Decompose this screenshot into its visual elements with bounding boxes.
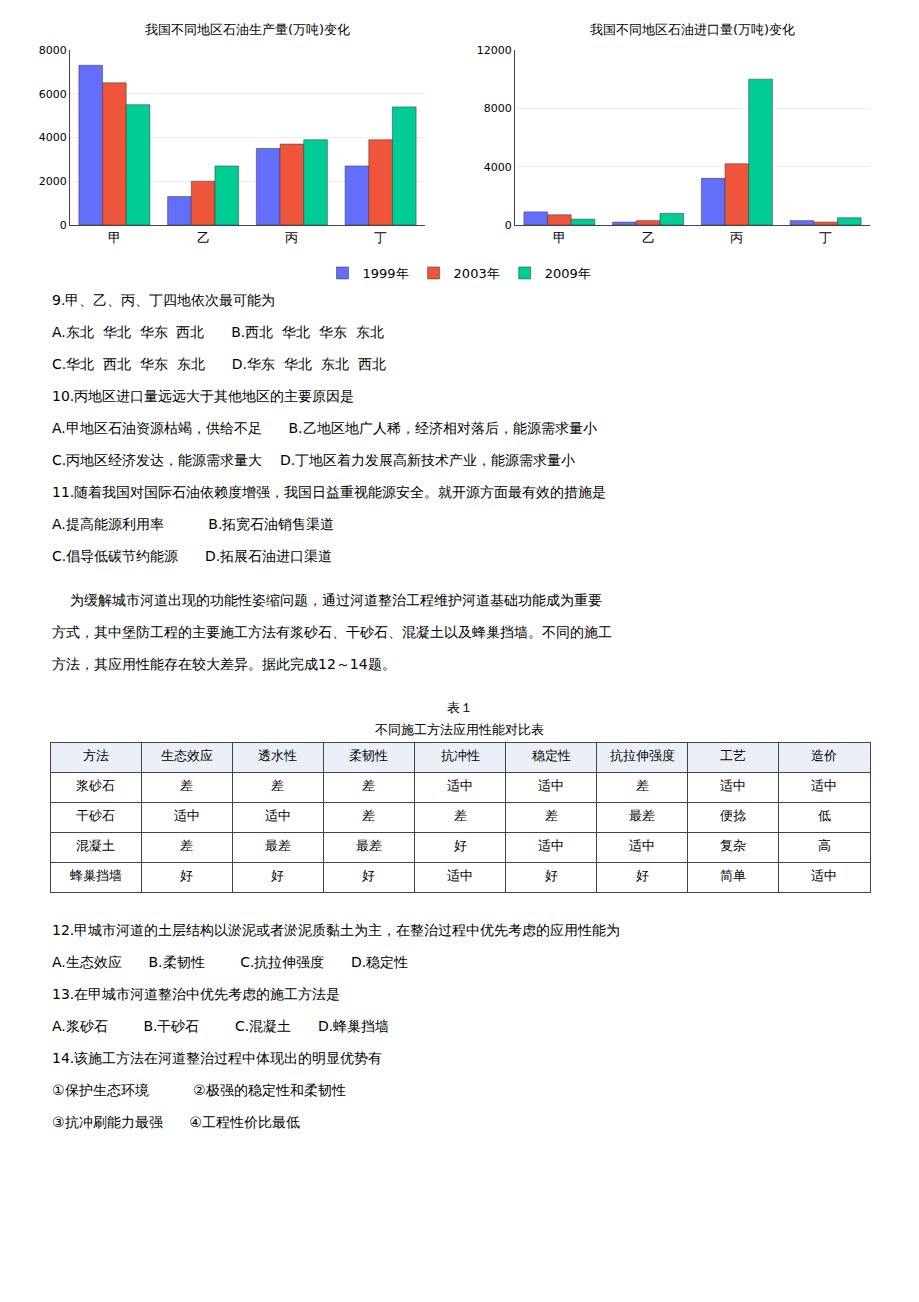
svg-text:我国不同地区石油进口量(万吨)变化: 我国不同地区石油进口量(万吨)变化	[590, 22, 795, 37]
svg-text:方法: 方法	[83, 748, 109, 763]
svg-text:便捻: 便捻	[720, 808, 746, 823]
svg-text:最差: 最差	[356, 838, 382, 853]
svg-text:13.在甲城市河道整治中优先考虑的施工方法是: 13.在甲城市河道整治中优先考虑的施工方法是	[52, 986, 340, 1002]
svg-text:乙: 乙	[197, 230, 210, 245]
svg-text:我国不同地区石油生产量(万吨)变化: 我国不同地区石油生产量(万吨)变化	[145, 22, 350, 37]
svg-text:浆砂石: 浆砂石	[76, 778, 115, 793]
svg-text:8000: 8000	[39, 44, 67, 57]
svg-text:最差: 最差	[265, 838, 291, 853]
svg-text:为缓解城市河道出现的功能性姿缩问题，通过河道整治工程维护河道: 为缓解城市河道出现的功能性姿缩问题，通过河道整治工程维护河道基础功能成为重要	[52, 592, 602, 608]
svg-text:好: 好	[271, 868, 284, 883]
svg-text:A.东北 华北 华东 西北 B.西北 华北: A.东北 华北 华东 西北 B.西北 华北 华东 东北	[52, 324, 384, 340]
svg-text:差: 差	[180, 838, 193, 853]
svg-text:差: 差	[362, 778, 375, 793]
svg-text:适中: 适中	[174, 808, 200, 823]
svg-text:高: 高	[818, 838, 831, 853]
svg-text:10.丙地区进口量远远大于其他地区的主要原因是: 10.丙地区进口量远远大于其他地区的主要原因是	[52, 388, 354, 404]
svg-text:适中: 适中	[447, 778, 473, 793]
svg-text:最差: 最差	[629, 808, 655, 823]
svg-text:适中: 适中	[811, 778, 837, 793]
svg-text:工艺: 工艺	[720, 748, 746, 763]
svg-text:甲: 甲	[553, 230, 566, 245]
svg-text:适中: 适中	[811, 868, 837, 883]
svg-text:适中: 适中	[629, 838, 655, 853]
svg-text:干砂石: 干砂石	[76, 808, 115, 823]
svg-text:③抗冲刷能力最强 ④工程性价比最低: ③抗冲刷能力最强 ④工程性价比最低	[52, 1114, 300, 1130]
svg-text:好: 好	[362, 868, 375, 883]
svg-text:A.生态效应 B.柔韧性 C.抗拉伸: A.生态效应 B.柔韧性 C.抗拉伸强度 D.稳定性	[52, 954, 408, 970]
svg-text:丁: 丁	[374, 230, 387, 245]
svg-text:差: 差	[454, 808, 467, 823]
svg-text:2009年: 2009年	[545, 266, 591, 281]
svg-text:14.该施工方法在河道整治过程中体现出的明显优势有: 14.该施工方法在河道整治过程中体现出的明显优势有	[52, 1050, 382, 1066]
svg-text:表１: 表１	[447, 700, 473, 715]
svg-text:A.提高能源利用率 B.拓宽石油销售渠道: A.提高能源利用率 B.拓宽石油销售渠道	[52, 516, 334, 532]
svg-text:差: 差	[636, 778, 649, 793]
svg-text:8000: 8000	[484, 102, 512, 115]
svg-text:混凝土: 混凝土	[76, 838, 115, 853]
svg-text:抗冲性: 抗冲性	[441, 748, 480, 763]
svg-text:抗拉伸强度: 抗拉伸强度	[610, 748, 675, 763]
svg-text:6000: 6000	[39, 88, 67, 101]
svg-text:适中: 适中	[720, 778, 746, 793]
svg-text:A.浆砂石 B.干砂石 C.混凝: A.浆砂石 B.干砂石 C.混凝土 D.蜂巢挡墙	[52, 1018, 389, 1034]
svg-text:①保护生态环境 ②极强的稳定性和柔韧性: ①保护生态环境 ②极强的稳定性和柔韧性	[52, 1082, 346, 1098]
svg-text:4000: 4000	[484, 161, 512, 174]
svg-text:不同施工方法应用性能对比表: 不同施工方法应用性能对比表	[375, 722, 544, 737]
svg-text:C.丙地区经济发达，能源需求量大 D.丁地区着力发展高: C.丙地区经济发达，能源需求量大 D.丁地区着力发展高新技术产业，能源需求量小	[52, 452, 575, 468]
svg-text:好: 好	[545, 868, 558, 883]
svg-text:11.随着我国对国际石油依赖度增强，我国日益重视能源安全。就: 11.随着我国对国际石油依赖度增强，我国日益重视能源安全。就开源方面最有效的措施…	[52, 484, 606, 500]
svg-text:C.华北 西北 华东 东北 D.华东 华北: C.华北 西北 华东 东北 D.华东 华北 东北 西北	[52, 356, 386, 372]
svg-text:4000: 4000	[39, 131, 67, 144]
svg-text:蜂巢挡墙: 蜂巢挡墙	[70, 868, 122, 883]
svg-text:适中: 适中	[265, 808, 291, 823]
svg-text:9.甲、乙、丙、丁四地依次最可能为: 9.甲、乙、丙、丁四地依次最可能为	[52, 292, 275, 308]
svg-text:造价: 造价	[811, 748, 837, 763]
svg-text:差: 差	[362, 808, 375, 823]
svg-text:方式，其中堡防工程的主要施工方法有浆砂石、干砂石、混凝土以及: 方式，其中堡防工程的主要施工方法有浆砂石、干砂石、混凝土以及蜂巢挡墙。不同的施工	[52, 624, 612, 640]
svg-text:生态效应: 生态效应	[161, 748, 213, 763]
svg-text:差: 差	[180, 778, 193, 793]
svg-text:2003年: 2003年	[454, 266, 500, 281]
svg-text:透水性: 透水性	[258, 748, 297, 763]
svg-text:1999年: 1999年	[363, 266, 409, 281]
svg-text:低: 低	[818, 808, 831, 823]
svg-text:丙: 丙	[730, 230, 743, 245]
svg-text:稳定性: 稳定性	[532, 748, 571, 763]
svg-text:C.倡导低碳节约能源 D.拓展石油进口渠道: C.倡导低碳节约能源 D.拓展石油进口渠道	[52, 548, 332, 564]
svg-text:0: 0	[505, 219, 512, 232]
svg-text:好: 好	[180, 868, 193, 883]
svg-text:柔韧性: 柔韧性	[349, 748, 388, 763]
svg-text:适中: 适中	[538, 838, 564, 853]
svg-text:好: 好	[636, 868, 649, 883]
svg-text:差: 差	[271, 778, 284, 793]
svg-text:甲: 甲	[108, 230, 121, 245]
svg-text:乙: 乙	[642, 230, 655, 245]
svg-text:差: 差	[545, 808, 558, 823]
svg-text:适中: 适中	[447, 868, 473, 883]
svg-text:方法，其应用性能存在较大差异。据此完成12～14题。: 方法，其应用性能存在较大差异。据此完成12～14题。	[52, 656, 396, 672]
svg-text:A.甲地区石油资源枯竭，供给不足 B.乙地区地广人: A.甲地区石油资源枯竭，供给不足 B.乙地区地广人稀，经济相对落后，能源需求量小	[52, 420, 597, 436]
svg-text:12000: 12000	[477, 44, 512, 57]
svg-text:12.甲城市河道的土层结构以淤泥或者淤泥质黏土为主，在整治过: 12.甲城市河道的土层结构以淤泥或者淤泥质黏土为主，在整治过程中优先考虑的应用性…	[52, 922, 620, 938]
svg-text:0: 0	[60, 219, 67, 232]
svg-text:丁: 丁	[819, 230, 832, 245]
svg-text:丙: 丙	[285, 230, 298, 245]
svg-text:好: 好	[454, 838, 467, 853]
svg-text:适中: 适中	[538, 778, 564, 793]
svg-text:简单: 简单	[720, 868, 746, 883]
svg-text:2000: 2000	[39, 175, 67, 188]
svg-text:复杂: 复杂	[720, 838, 746, 853]
